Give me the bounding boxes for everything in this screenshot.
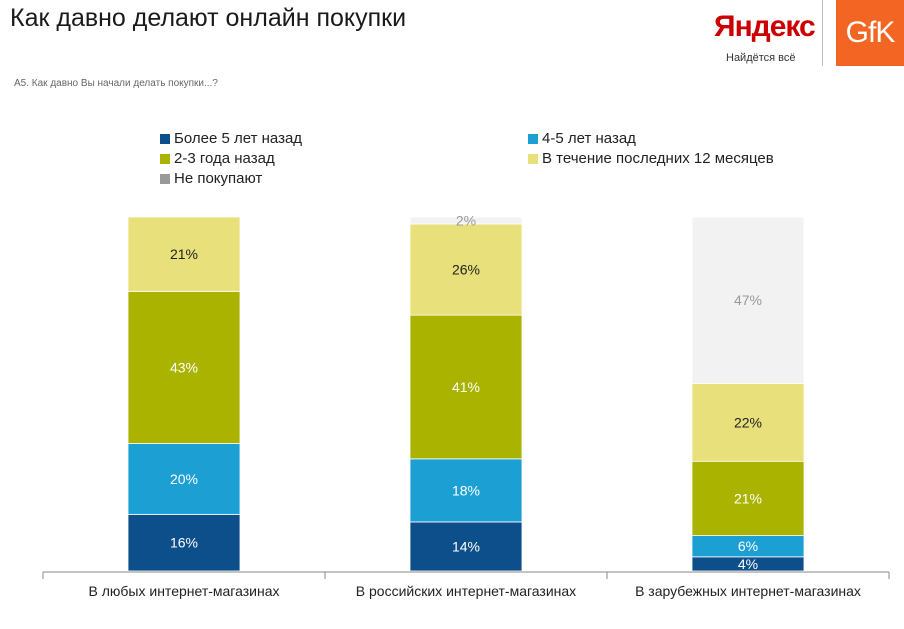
data-label-last12-0: 21% [170,246,198,262]
gfk-logo: GfK [836,0,904,66]
bar-segment-y23-2 [691,460,805,537]
legend-item-last12: В течение последних 12 месяцев [528,150,774,167]
bar-segment-more5-0 [127,513,241,572]
bar-segment-y45-1 [409,458,523,523]
legend-label-last12: В течение последних 12 месяцев [542,150,774,167]
data-label-y45-2: 6% [738,538,758,554]
legend-swatch-last12 [528,153,538,164]
yandex-tagline: Найдётся всё [726,52,796,64]
legend-label-4-5: 4-5 лет назад [542,130,636,147]
data-label-last12-1: 26% [452,262,480,278]
data-label-y23-1: 41% [452,379,480,395]
survey-question: А5. Как давно Вы начали делать покупки..… [14,78,218,89]
legend-item-more5: Более 5 лет назад [160,130,302,147]
data-label-notbuy-1: 2% [456,213,476,229]
bar-segment-y23-1 [409,314,523,460]
legend-label-notbuy: Не покупают [174,170,263,187]
legend-swatch-4-5 [528,133,538,144]
page-title: Как давно делают онлайн покупки [10,4,407,32]
category-label-0: В любых интернет-магазинах [89,583,280,599]
bar-segment-last12-1 [409,223,523,316]
data-label-more5-0: 16% [170,535,198,551]
data-label-notbuy-2: 47% [734,292,762,308]
bar-segment-y23-0 [127,290,241,444]
data-label-y23-0: 43% [170,359,198,375]
legend-item-4-5: 4-5 лет назад [528,130,636,147]
legend-item-2-3: 2-3 года назад [160,150,275,167]
category-label-1: В российских интернет-магазинах [356,583,576,599]
legend-item-notbuy: Не покупают [160,170,262,187]
bar-segment-notbuy-1 [409,216,523,225]
data-label-last12-2: 22% [734,414,762,430]
logo-divider [822,0,823,66]
legend-swatch-2-3 [160,153,170,164]
data-label-y23-2: 21% [734,490,762,506]
legend-swatch-more5 [160,133,170,144]
legend-swatch-notbuy [160,173,170,184]
data-label-more5-2: 4% [738,556,758,572]
bar-segment-last12-0 [127,216,241,292]
yandex-logo-text: Яндекс [714,10,816,43]
bar-segment-last12-2 [691,382,805,462]
legend-label-more5: Более 5 лет назад [174,130,303,147]
legend-label-2-3: 2-3 года назад [174,150,275,167]
data-label-y45-0: 20% [170,471,198,487]
category-label-2: В зарубежных интернет-магазинах [635,583,861,599]
data-label-y45-1: 18% [452,482,480,498]
bar-segment-notbuy-2 [691,216,805,384]
data-label-more5-1: 14% [452,538,480,554]
yandex-logo: Яндекс Найдётся всё [704,8,832,66]
bar-segment-y45-0 [127,443,241,515]
